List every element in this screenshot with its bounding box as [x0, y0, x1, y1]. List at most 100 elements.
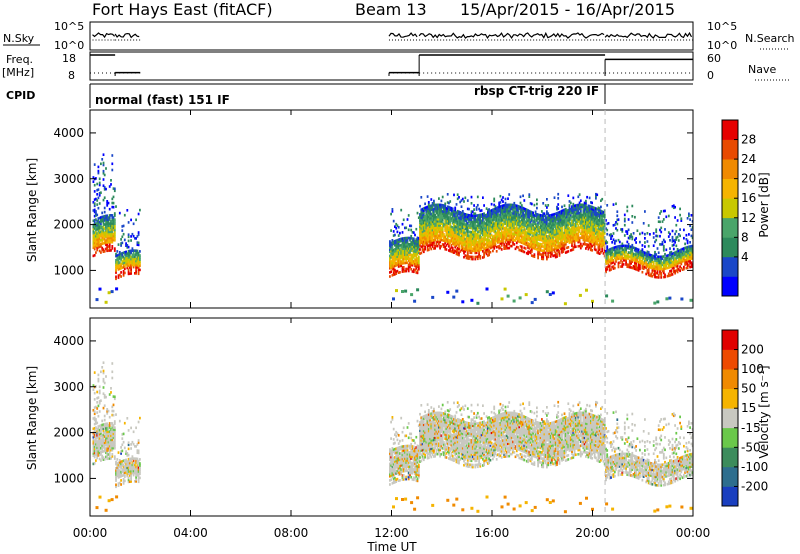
power-cell	[389, 246, 391, 249]
power-cell	[476, 218, 479, 221]
power-cell	[585, 201, 587, 205]
power-cell	[98, 241, 101, 244]
power-cell	[399, 256, 401, 260]
power-cell	[470, 233, 473, 236]
power-cell	[656, 263, 659, 267]
nsky-tick-top: 10^5	[54, 20, 84, 33]
power-cell	[674, 257, 676, 261]
power-cell	[444, 221, 447, 224]
power-cell	[431, 224, 434, 228]
power-cell	[431, 243, 434, 246]
power-cell	[117, 253, 120, 257]
power-cell	[651, 254, 654, 257]
power-cell	[595, 197, 597, 200]
velocity-cell	[101, 446, 104, 449]
power-cell	[557, 211, 560, 215]
power-cell	[652, 269, 655, 272]
power-cell	[456, 224, 459, 227]
power-cell	[517, 223, 519, 226]
power-cell	[684, 252, 686, 256]
power-cell	[672, 247, 675, 251]
power-cell	[100, 216, 102, 219]
power-cell	[536, 239, 538, 243]
power-cell	[409, 236, 411, 240]
power-cell	[431, 208, 434, 211]
power-cell	[404, 226, 406, 230]
power-cell	[416, 263, 419, 266]
velocity-cell	[101, 434, 104, 437]
power-cell	[439, 209, 441, 213]
power-cell	[661, 220, 664, 223]
power-cell	[524, 228, 527, 232]
power-cell	[132, 257, 135, 261]
power-cell	[512, 212, 514, 215]
power-cell	[667, 272, 670, 276]
power-cell	[102, 153, 105, 156]
power-cell	[541, 216, 543, 219]
power-cell	[582, 220, 585, 223]
power-cell	[466, 255, 469, 258]
power-cell	[611, 299, 615, 303]
power-cell	[406, 261, 409, 265]
power-cell	[396, 263, 399, 267]
power-cell	[438, 234, 440, 238]
power-cell	[509, 211, 512, 215]
power-scatter	[92, 153, 693, 306]
power-cell	[392, 269, 395, 272]
power-cell	[461, 197, 464, 201]
power-cell	[564, 226, 567, 230]
power-cell	[534, 241, 537, 244]
power-cell	[107, 232, 110, 236]
power-cell	[111, 218, 114, 221]
power-cell	[396, 230, 399, 234]
power-cell	[402, 257, 405, 261]
power-cell	[427, 221, 430, 225]
power-cell	[112, 187, 115, 190]
power-cell	[587, 245, 590, 249]
power-cell	[108, 185, 111, 188]
power-cell	[108, 234, 111, 238]
power-cell	[533, 216, 536, 219]
power-cell	[621, 263, 624, 266]
velocity-cell	[106, 443, 109, 446]
power-cell	[454, 206, 457, 210]
power-cell	[436, 203, 439, 207]
power-cell	[422, 207, 425, 210]
power-cell	[395, 243, 398, 247]
power-cell	[641, 254, 644, 257]
power-cell	[612, 252, 615, 256]
power-cell	[522, 223, 524, 226]
power-cell	[475, 220, 478, 224]
power-cell	[525, 223, 528, 226]
power-cell	[558, 233, 561, 237]
power-cell	[650, 256, 653, 259]
power-cell	[569, 222, 572, 225]
power-cell	[590, 223, 592, 227]
power-cell	[518, 248, 521, 252]
power-cell	[596, 193, 599, 197]
power-cell	[445, 215, 448, 218]
power-cell	[541, 236, 543, 240]
power-cell	[470, 222, 473, 226]
power-cell	[616, 255, 619, 259]
power-cell	[574, 208, 577, 211]
power-cell	[113, 226, 116, 230]
power-cell	[503, 216, 506, 220]
power-cell	[558, 229, 561, 233]
power-cell	[464, 219, 467, 222]
power-cell	[655, 263, 658, 267]
power-cell	[484, 247, 487, 250]
power-cell	[666, 256, 669, 259]
power-cell	[430, 214, 433, 218]
power-cell	[686, 256, 689, 259]
power-cell	[568, 218, 571, 222]
power-cell	[567, 237, 570, 241]
power-cell	[579, 211, 582, 215]
power-cell	[460, 230, 463, 233]
power-cell	[554, 229, 557, 232]
power-cell	[456, 247, 459, 250]
power-cell	[510, 213, 513, 217]
power-cell	[106, 239, 109, 242]
power-cell	[641, 266, 644, 270]
power-cell	[603, 215, 606, 219]
